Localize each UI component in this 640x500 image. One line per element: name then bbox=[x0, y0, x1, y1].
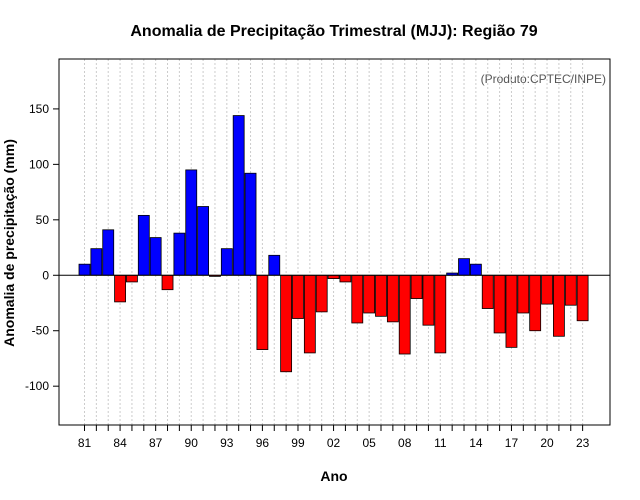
bar-1986 bbox=[137, 214, 150, 276]
bar-2009 bbox=[410, 274, 423, 299]
bar-2000 bbox=[303, 274, 316, 354]
y-tick-label: 50 bbox=[36, 213, 50, 227]
x-tick-label: 20 bbox=[540, 436, 554, 450]
bar-2022 bbox=[564, 274, 577, 306]
x-tick-label: 02 bbox=[327, 436, 341, 450]
x-tick-label: 11 bbox=[434, 436, 447, 450]
bar-2019 bbox=[529, 274, 542, 332]
x-axis: 81 84 87 90 93 96 99 02 05 08 11 14 17 20 23 bbox=[78, 425, 590, 450]
x-tick-label: 93 bbox=[220, 436, 234, 450]
bar-1988 bbox=[161, 274, 174, 291]
bar-2013 bbox=[458, 258, 470, 276]
bar-2014 bbox=[469, 263, 482, 276]
plot-frame bbox=[58, 58, 611, 426]
bar-2017 bbox=[505, 274, 518, 348]
x-tick-label: 08 bbox=[398, 436, 412, 450]
x-tick-label: 96 bbox=[256, 436, 270, 450]
y-axis-label: Anomalia de precipitação (mm) bbox=[1, 139, 17, 347]
y-tick-label: -50 bbox=[32, 324, 50, 338]
bar-1984 bbox=[114, 274, 126, 303]
bar-1998 bbox=[280, 274, 293, 373]
x-tick-label: 87 bbox=[149, 436, 163, 450]
bar-1994 bbox=[232, 115, 245, 276]
bar-1996 bbox=[256, 274, 269, 350]
bar-2004 bbox=[351, 274, 364, 324]
bar-1993 bbox=[220, 248, 233, 276]
bar-1983 bbox=[102, 229, 115, 276]
x-tick-label: 81 bbox=[78, 436, 92, 450]
bar-2021 bbox=[553, 274, 565, 337]
x-axis-label: Ano bbox=[320, 468, 347, 484]
bar-2003 bbox=[339, 274, 352, 283]
x-tick-label: 14 bbox=[469, 436, 483, 450]
bar-2023 bbox=[576, 274, 589, 322]
bar-1989 bbox=[173, 232, 186, 276]
bar-2008 bbox=[398, 274, 411, 355]
bar-1991 bbox=[197, 206, 210, 276]
x-tick-label: 05 bbox=[362, 436, 376, 450]
bar-1997 bbox=[268, 254, 281, 276]
bar-2001 bbox=[315, 274, 328, 313]
bar-2010 bbox=[422, 274, 435, 326]
y-tick-label: 150 bbox=[29, 102, 49, 116]
bar-1985 bbox=[126, 274, 138, 283]
x-tick-label: 90 bbox=[185, 436, 199, 450]
bar-2005 bbox=[363, 274, 376, 314]
x-tick-label: 17 bbox=[505, 436, 519, 450]
x-tick-label: 84 bbox=[113, 436, 127, 450]
y-tick-label: 0 bbox=[42, 268, 49, 282]
bar-2007 bbox=[386, 274, 399, 323]
credit-label: (Produto:CPTEC/INPE) bbox=[481, 72, 606, 86]
chart-title: Anomalia de Precipitação Trimestral (MJJ… bbox=[130, 23, 537, 40]
bars bbox=[78, 115, 589, 373]
bar-2018 bbox=[517, 274, 530, 314]
bar-2006 bbox=[375, 274, 387, 317]
bar-1981 bbox=[78, 263, 91, 276]
y-tick-label: -100 bbox=[25, 379, 49, 393]
bar-2016 bbox=[493, 274, 506, 334]
y-tick-label: 100 bbox=[29, 157, 49, 171]
x-tick-label: 23 bbox=[576, 436, 590, 450]
x-tick-label: 99 bbox=[291, 436, 305, 450]
bar-1995 bbox=[244, 172, 257, 276]
bar-2011 bbox=[434, 274, 447, 354]
bar-2020 bbox=[541, 274, 553, 305]
y-axis: -100 -50 0 50 100 150 bbox=[25, 102, 59, 393]
bar-1982 bbox=[90, 248, 103, 276]
bar-1999 bbox=[292, 274, 304, 319]
bar-1987 bbox=[149, 237, 162, 276]
bar-1990 bbox=[185, 169, 198, 276]
bar-2015 bbox=[481, 274, 494, 309]
